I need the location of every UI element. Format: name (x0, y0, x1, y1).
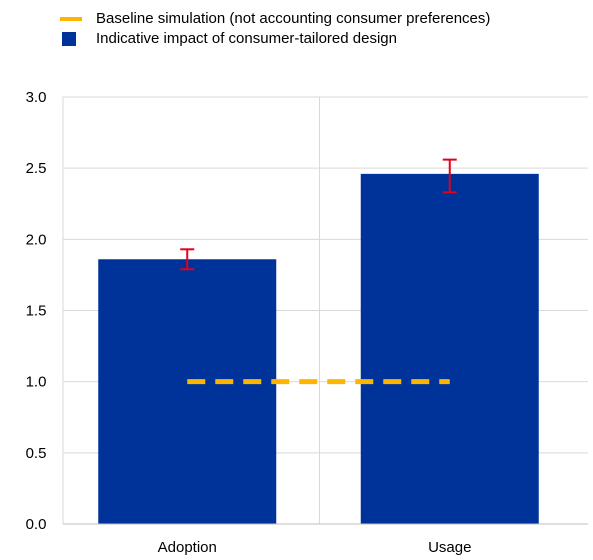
y-tick-label-4: 1.0 (26, 374, 47, 391)
x-tick-label-adoption: Adoption (158, 539, 217, 556)
y-tick-label-0: 3.0 (26, 89, 47, 106)
y-tick-label-2: 2.0 (26, 231, 47, 248)
y-tick-label-6: 0.0 (26, 516, 47, 533)
x-tick-label-usage: Usage (428, 539, 471, 556)
y-tick-label-3: 1.5 (26, 303, 47, 320)
bar-usage (361, 174, 539, 524)
bar-adoption (98, 259, 276, 524)
y-tick-label-1: 2.5 (26, 160, 47, 177)
y-tick-label-5: 0.5 (26, 445, 47, 462)
